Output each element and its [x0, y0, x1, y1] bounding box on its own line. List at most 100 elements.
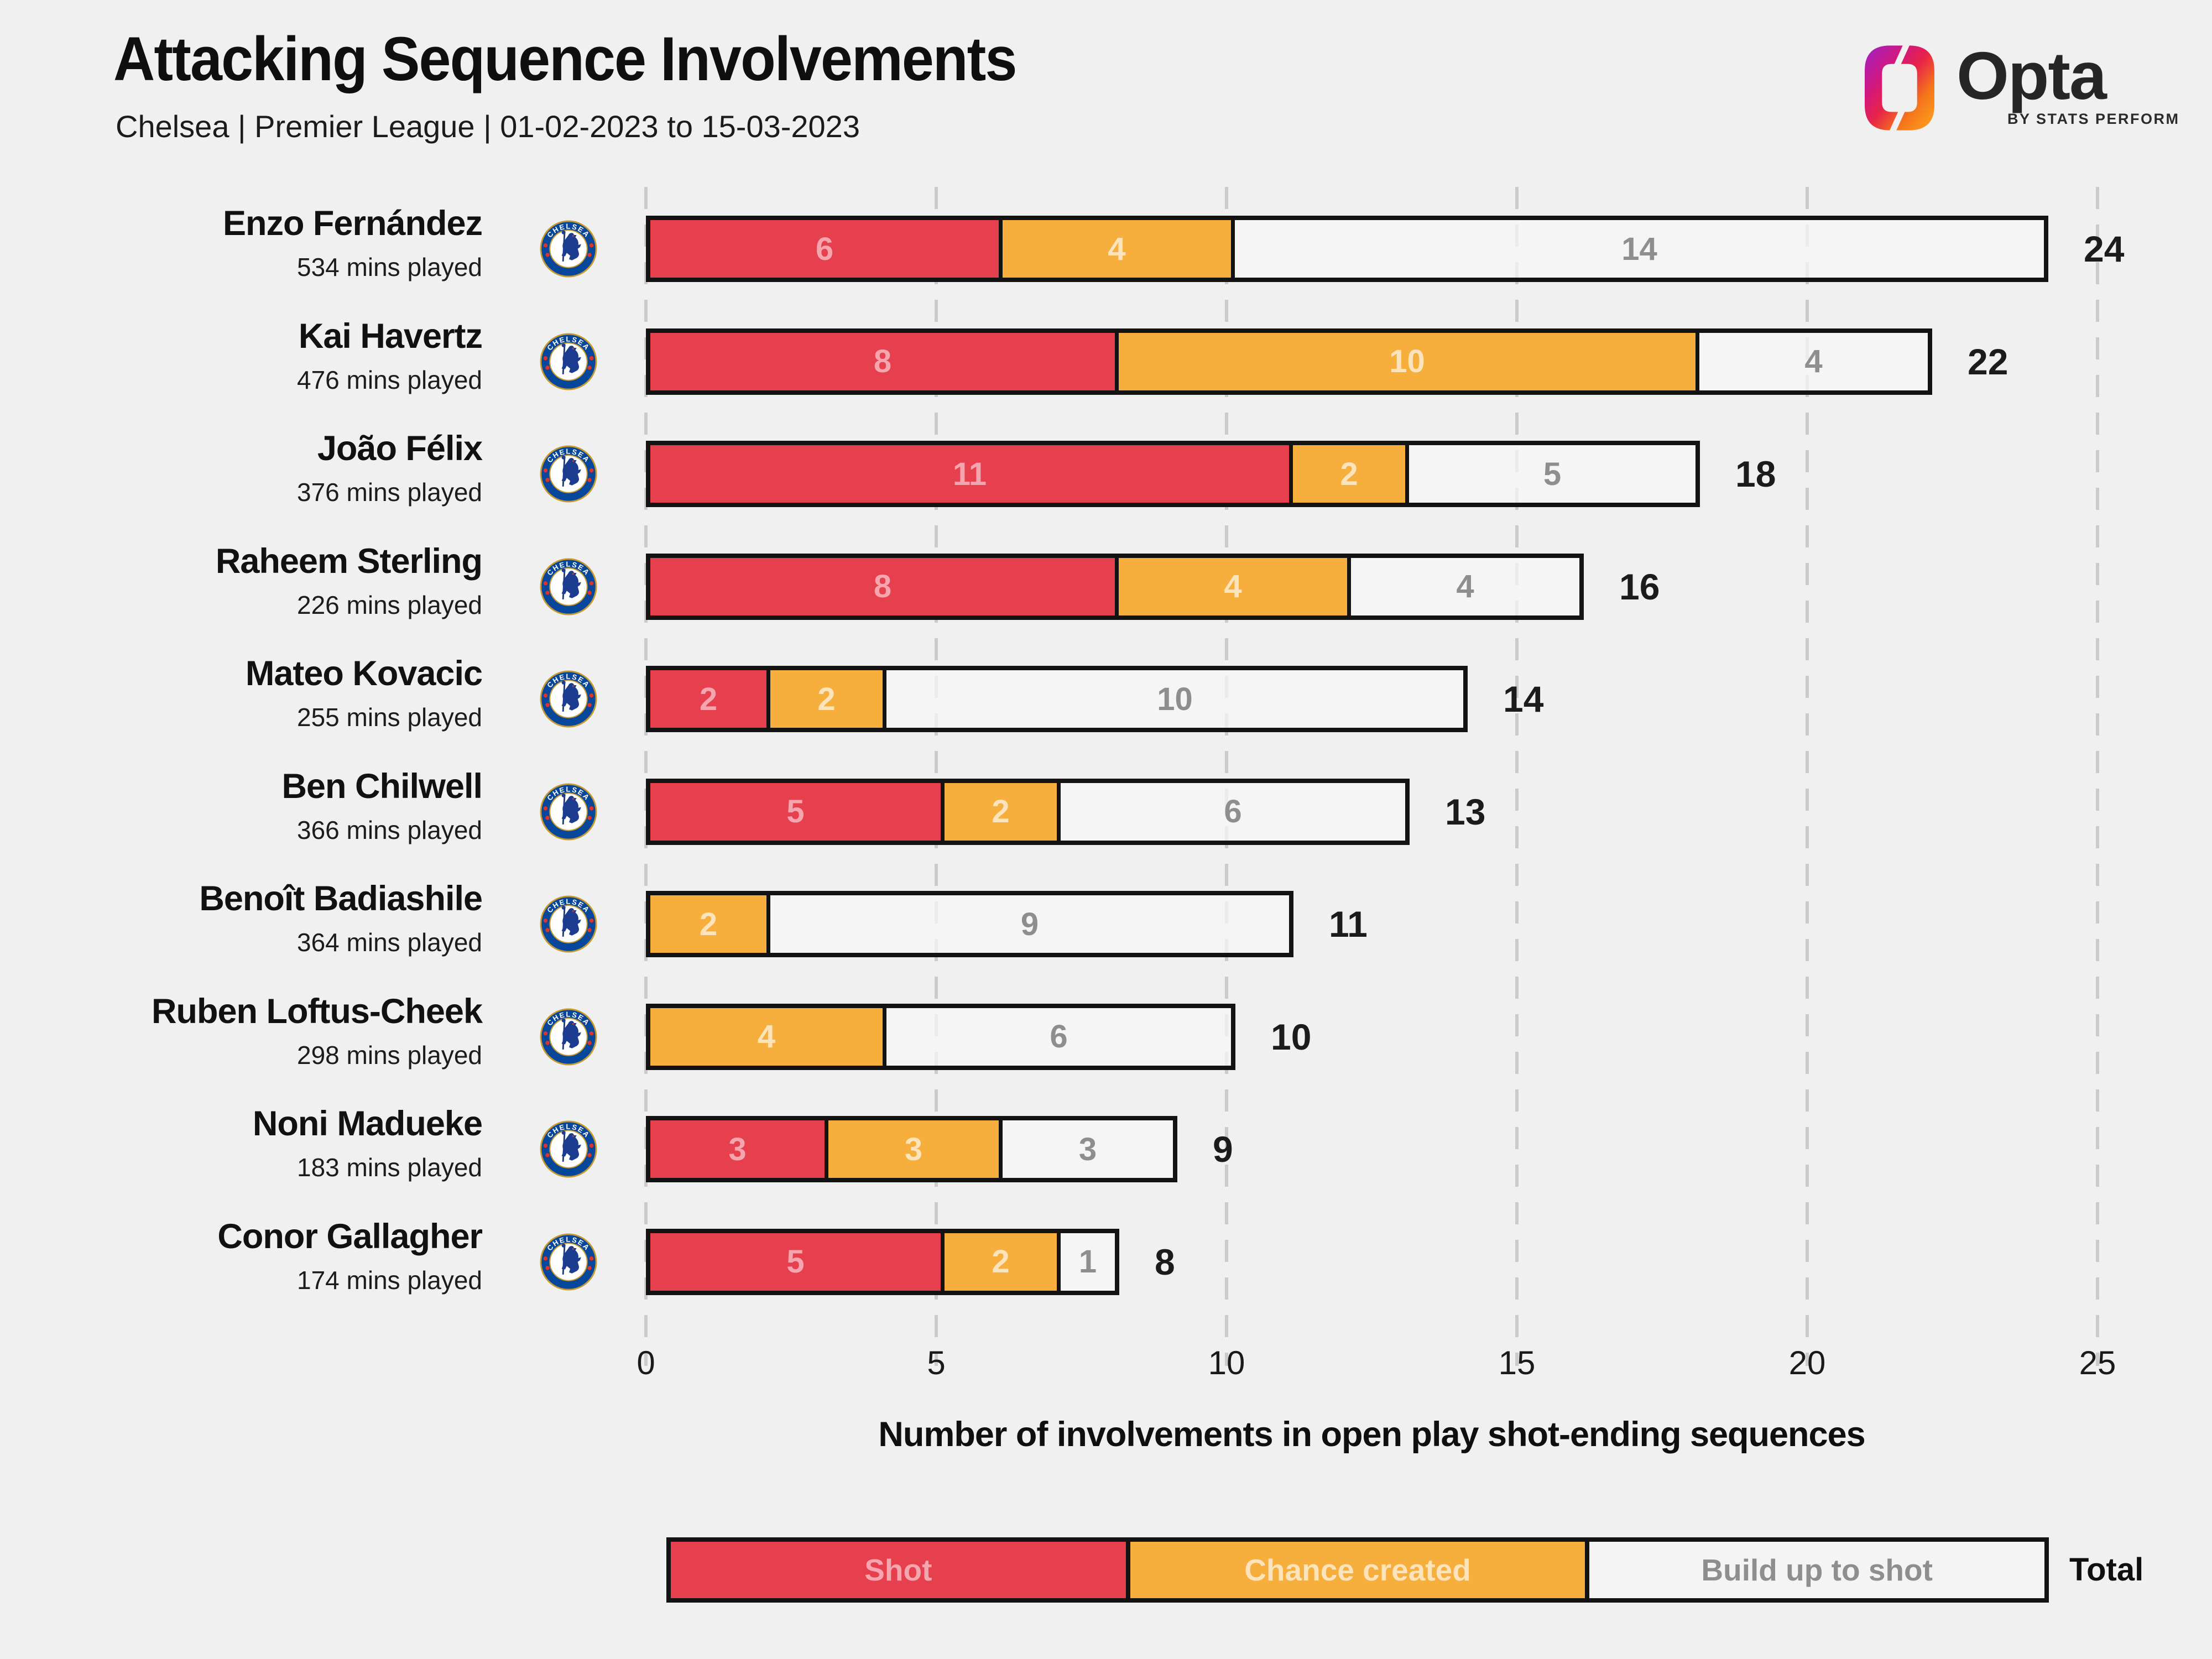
- bar-segment-build-up-to-shot: 9: [766, 895, 1289, 953]
- player-mins: 366 mins played: [297, 815, 482, 844]
- player-mins: 376 mins played: [297, 478, 482, 507]
- bar-segment-shot: 2: [650, 670, 766, 728]
- player-mins: 226 mins played: [297, 590, 482, 619]
- player-label: Kai Havertz 476 mins played: [297, 316, 483, 395]
- stacked-bar: 5 2 6: [646, 778, 1410, 845]
- bar-segment-shot: 5: [650, 782, 941, 841]
- chelsea-badge: [540, 1008, 597, 1066]
- bar-segment-chance-created: 10: [1115, 332, 1695, 390]
- bar-segment-value: 10: [1157, 681, 1193, 717]
- bar-segment-value: 4: [757, 1019, 776, 1055]
- bar-segment-value: 8: [873, 568, 892, 604]
- bar-segment-shot: 8: [650, 332, 1115, 390]
- player-label: Raheem Sterling 226 mins played: [216, 541, 483, 620]
- player-name: Conor Gallagher: [217, 1217, 483, 1256]
- player-mins: 183 mins played: [297, 1153, 482, 1182]
- bar-segment-value: 10: [1389, 343, 1425, 379]
- legend-label-shot: Shot: [864, 1553, 932, 1587]
- player-mins: 255 mins played: [297, 703, 482, 732]
- stacked-bar: 8 4 4: [646, 553, 1584, 620]
- legend-item-shot: Shot: [671, 1542, 1126, 1598]
- player-name: João Félix: [317, 429, 483, 468]
- gridline-10: [1225, 187, 1228, 1366]
- bar-segment-shot: 3: [650, 1120, 825, 1178]
- page-title-text: Attacking Sequence Involvements: [113, 24, 1017, 93]
- bar-segment-chance-created: 2: [766, 670, 883, 728]
- player-label: Mateo Kovacic 255 mins played: [246, 654, 483, 732]
- player-name: Kai Havertz: [298, 316, 483, 356]
- bar-segment-value: 4: [1804, 343, 1823, 379]
- bar-segment-chance-created: 2: [941, 782, 1057, 841]
- legend-item-chance-created: Chance created: [1125, 1542, 1585, 1598]
- bar-segment-value: 2: [1340, 456, 1358, 492]
- bar-segment-value: 6: [1224, 794, 1242, 830]
- bar-segment-build-up-to-shot: 4: [1347, 557, 1579, 615]
- bar-segment-build-up-to-shot: 6: [883, 1008, 1231, 1066]
- player-name: Enzo Fernández: [222, 204, 483, 243]
- x-tick-20: 20: [1788, 1344, 1826, 1381]
- chelsea-badge: [540, 220, 597, 278]
- chelsea-badge: [540, 1233, 597, 1291]
- player-mins: 534 mins played: [297, 253, 482, 281]
- bar-segment-build-up-to-shot: 3: [999, 1120, 1173, 1178]
- page-title: Attacking Sequence Involvements: [113, 23, 1084, 95]
- bar-segment-value: 2: [992, 794, 1010, 830]
- gridline-0: [644, 187, 648, 1366]
- chelsea-badge: [540, 445, 597, 503]
- bar-total-value: 8: [1155, 1241, 1175, 1282]
- bar-segment-value: 3: [1078, 1131, 1097, 1167]
- chelsea-badge: [540, 1120, 597, 1178]
- stacked-bar: 8 10 4: [646, 328, 1932, 395]
- bar-segment-value: 6: [815, 231, 834, 267]
- bar-total-value: 13: [1445, 791, 1486, 832]
- bar-total-value: 11: [1329, 904, 1368, 945]
- legend-label-build-up: Build up to shot: [1701, 1553, 1933, 1587]
- bar-segment-value: 6: [1050, 1019, 1068, 1055]
- player-name: Ruben Loftus-Cheek: [151, 992, 483, 1031]
- bar-segment-value: 2: [699, 681, 718, 717]
- bar-segment-value: 14: [1621, 231, 1657, 267]
- stacked-bar: 3 3 3: [646, 1116, 1177, 1182]
- bar-segment-value: 2: [992, 1244, 1010, 1280]
- bar-segment-value: 9: [1020, 906, 1039, 942]
- bar-total-value: 24: [2084, 228, 2125, 269]
- bar-segment-value: 5: [786, 794, 805, 830]
- x-tick-15: 15: [1498, 1344, 1536, 1381]
- bar-segment-value: 5: [786, 1244, 805, 1280]
- player-mins: 174 mins played: [297, 1265, 482, 1295]
- x-tick-0: 0: [637, 1344, 655, 1381]
- bar-segment-shot: 8: [650, 557, 1115, 615]
- bar-total-value: 9: [1213, 1129, 1233, 1170]
- bar-segment-chance-created: 4: [1115, 557, 1347, 615]
- bar-segment-build-up-to-shot: 14: [1231, 220, 2044, 278]
- player-mins: 364 mins played: [297, 928, 482, 957]
- bar-total-value: 22: [1968, 341, 2008, 382]
- bar-segment-build-up-to-shot: 5: [1405, 445, 1695, 503]
- legend-item-build-up: Build up to shot: [1585, 1542, 2045, 1598]
- x-tick-25: 25: [2079, 1344, 2116, 1381]
- opta-byline: BY STATS PERFORM: [2007, 111, 2180, 127]
- bar-segment-value: 4: [1108, 231, 1126, 267]
- bar-segment-shot: 11: [650, 445, 1289, 503]
- chelsea-badge: [540, 558, 597, 615]
- bar-segment-chance-created: 2: [941, 1233, 1057, 1291]
- bar-total-value: 18: [1735, 453, 1776, 494]
- bar-segment-value: 3: [904, 1131, 923, 1167]
- opta-logo-text: Opta BY STATS PERFORM: [1957, 42, 2180, 128]
- player-label: Enzo Fernández 534 mins played: [222, 204, 483, 282]
- bar-segment-shot: 6: [650, 220, 999, 278]
- bar-segment-value: 3: [728, 1131, 747, 1167]
- x-axis-title: Number of involvements in open play shot…: [878, 1415, 1865, 1454]
- bar-segment-value: 1: [1078, 1244, 1097, 1280]
- stacked-bar: 11 2 5: [646, 441, 1700, 507]
- bar-total-value: 14: [1503, 679, 1544, 719]
- bar-segment-build-up-to-shot: 1: [1057, 1233, 1115, 1291]
- player-label: Ruben Loftus-Cheek 298 mins played: [151, 992, 483, 1070]
- bar-total-value: 16: [1619, 566, 1660, 607]
- bar-segment-value: 2: [817, 681, 836, 717]
- gridline-15: [1515, 187, 1519, 1366]
- bar-segment-chance-created: 3: [825, 1120, 999, 1178]
- x-tick-5: 5: [927, 1344, 946, 1381]
